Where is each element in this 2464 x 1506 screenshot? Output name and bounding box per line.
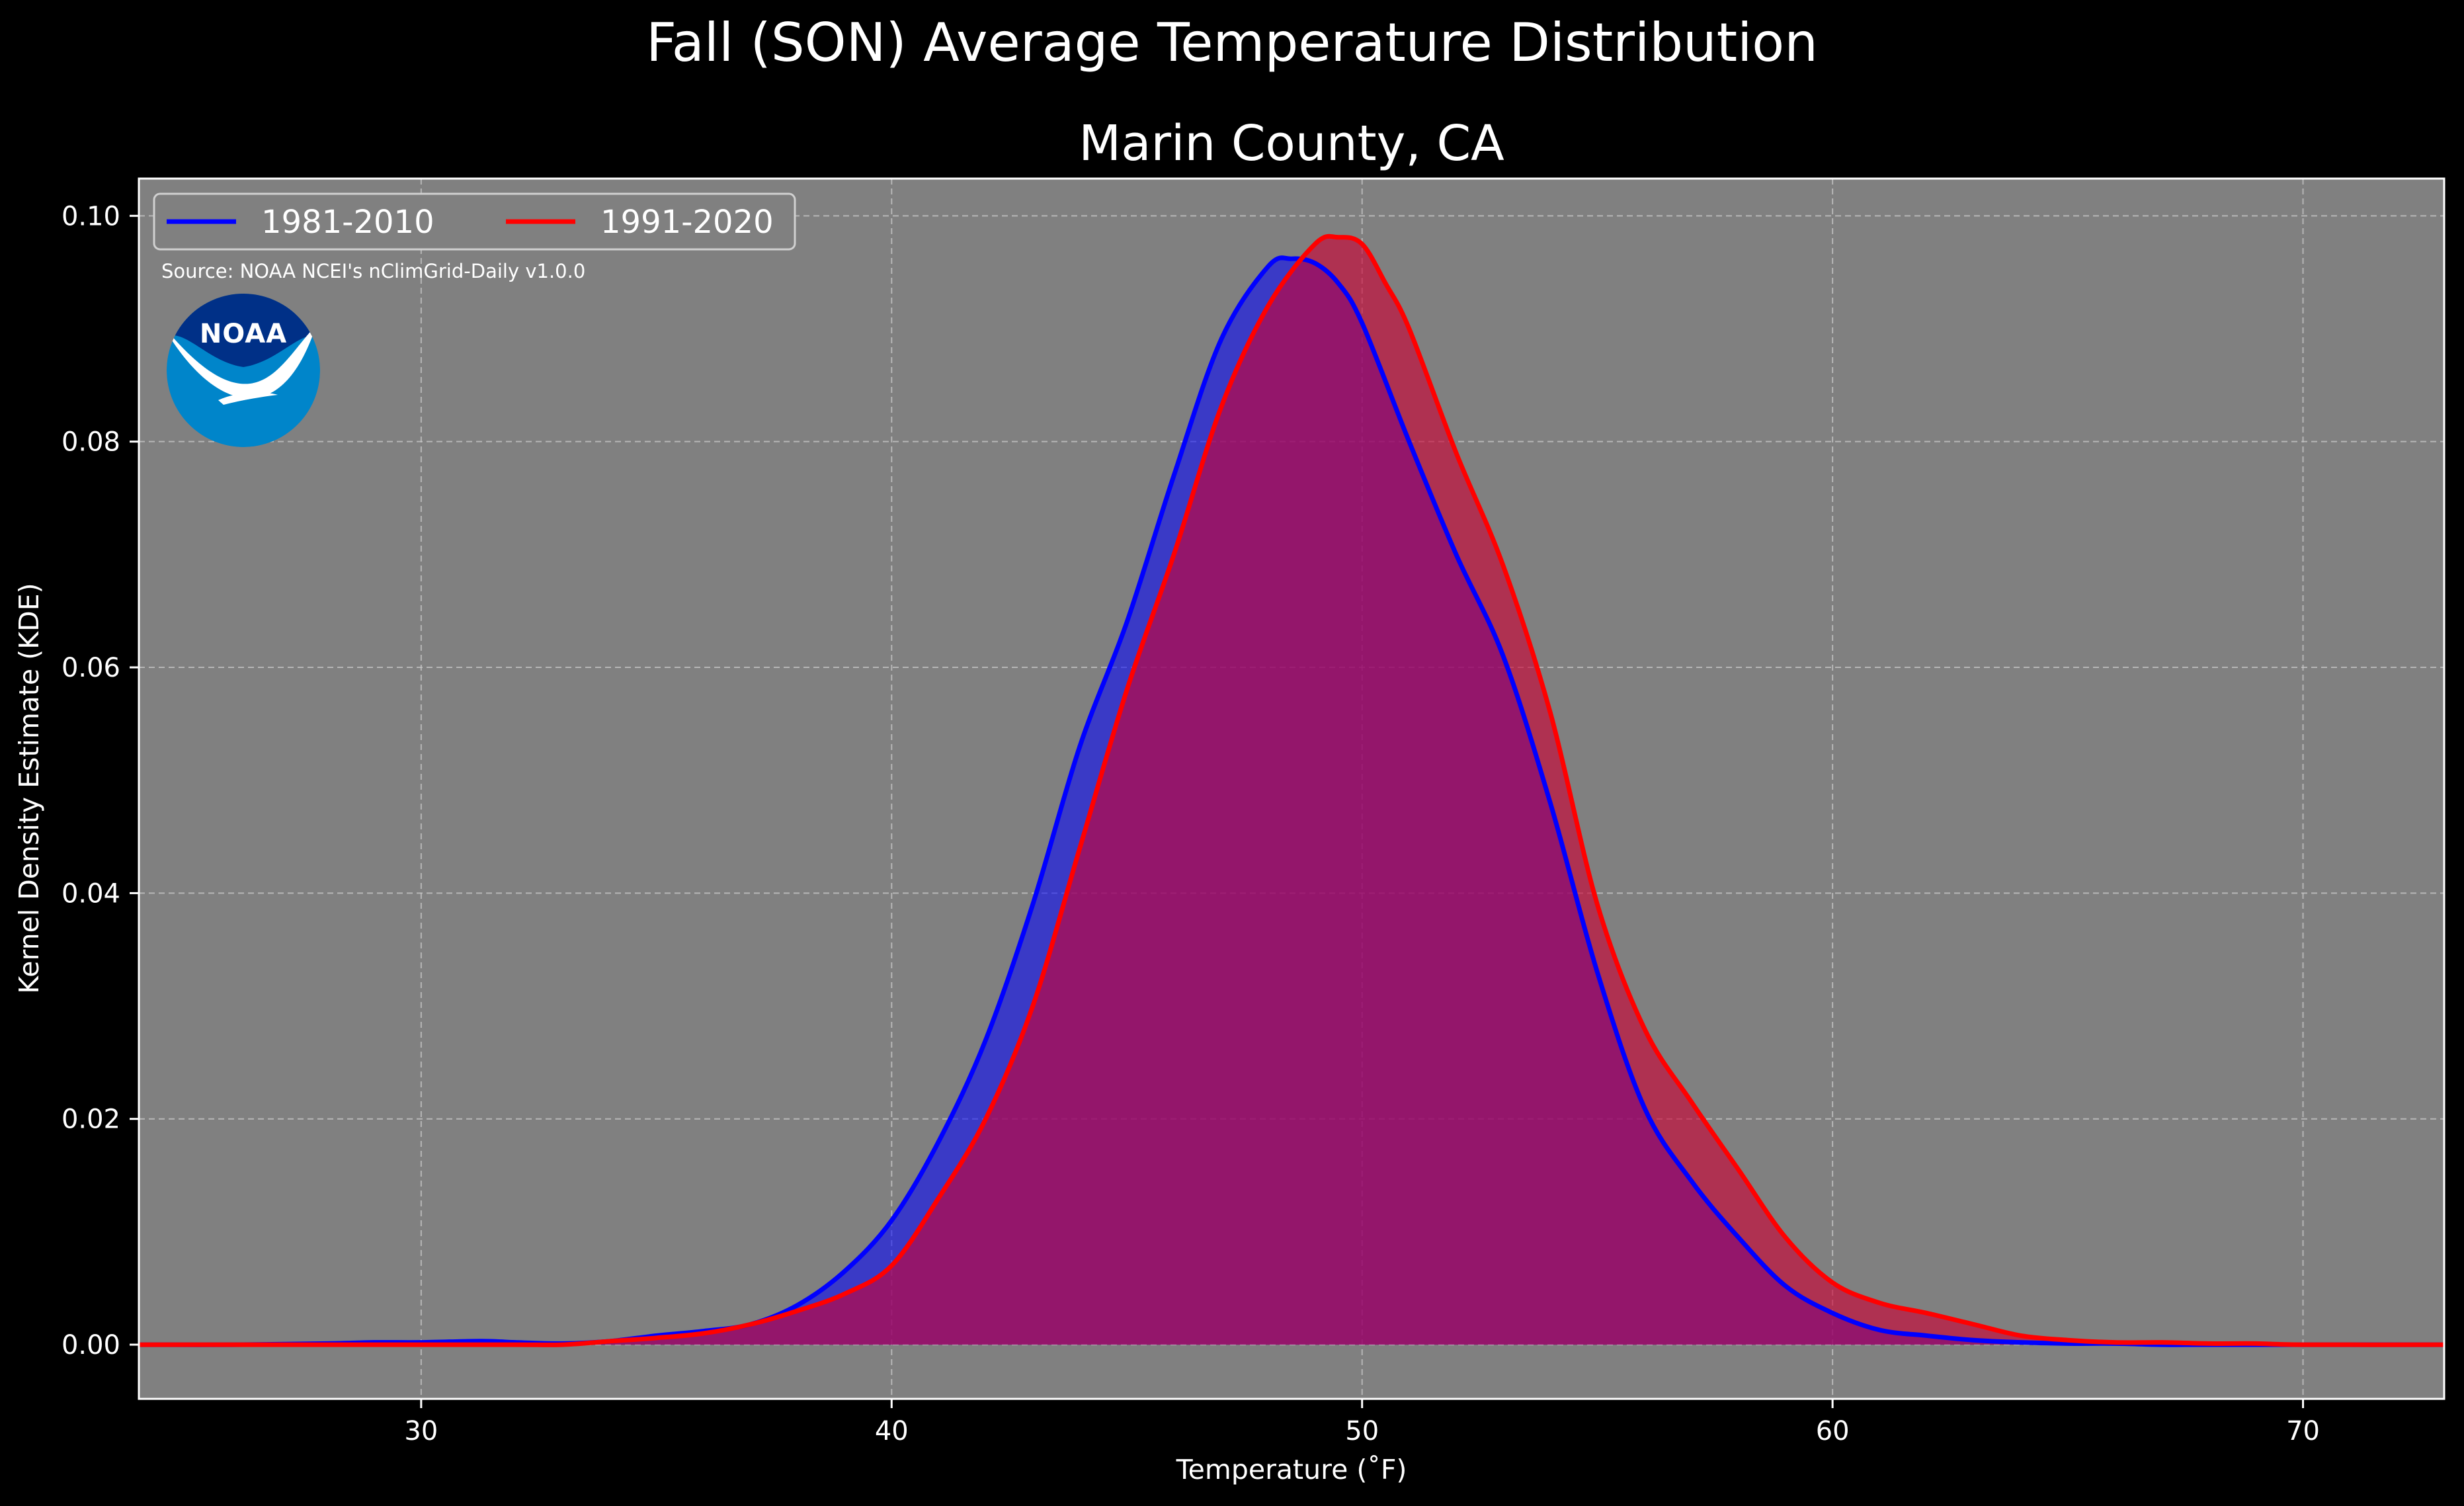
- y-tick-label: 0.04: [62, 878, 120, 909]
- legend-box: [153, 192, 796, 251]
- x-tick-label: 40: [875, 1416, 909, 1446]
- source-note: Source: NOAA NCEI's nClimGrid-Daily v1.0…: [161, 260, 585, 282]
- noaa-logo-text: NOAA: [200, 319, 287, 349]
- y-tick-label: 0.10: [62, 201, 120, 231]
- x-tick-label: 50: [1345, 1416, 1379, 1446]
- series-layer: [138, 233, 2445, 1347]
- y-tick-label: 0.06: [62, 653, 120, 683]
- legend-label-1981-2010: 1981-2010: [261, 204, 434, 241]
- legend-label-1991-2020: 1991-2020: [600, 204, 774, 241]
- y-tick-label: 0.02: [62, 1105, 120, 1135]
- chart-title: Marin County, CA: [1079, 115, 1504, 172]
- x-axis-ticks: 30 40 50 60 70: [404, 1399, 2320, 1446]
- plot-frame: [138, 177, 2445, 1400]
- y-tick-label: 0.00: [62, 1330, 120, 1360]
- x-tick-label: 70: [2286, 1416, 2320, 1446]
- legend: 1981-2010 1991-2020: [153, 192, 796, 251]
- x-tick-label: 30: [404, 1416, 438, 1446]
- plot-area: [138, 177, 2445, 1400]
- x-axis-label: Temperature (˚F): [1176, 1454, 1407, 1485]
- y-axis-ticks: 0.00 0.02 0.04 0.06 0.08 0.10: [62, 201, 139, 1360]
- y-axis-label: Kernel Density Estimate (KDE): [13, 583, 45, 993]
- series-line-1991-2020: [138, 233, 2445, 1347]
- y-tick-label: 0.08: [62, 427, 120, 458]
- series-area-1991-2020: [139, 236, 2444, 1345]
- x-tick-label: 60: [1816, 1416, 1850, 1446]
- chart-suptitle: Fall (SON) Average Temperature Distribut…: [646, 12, 1818, 73]
